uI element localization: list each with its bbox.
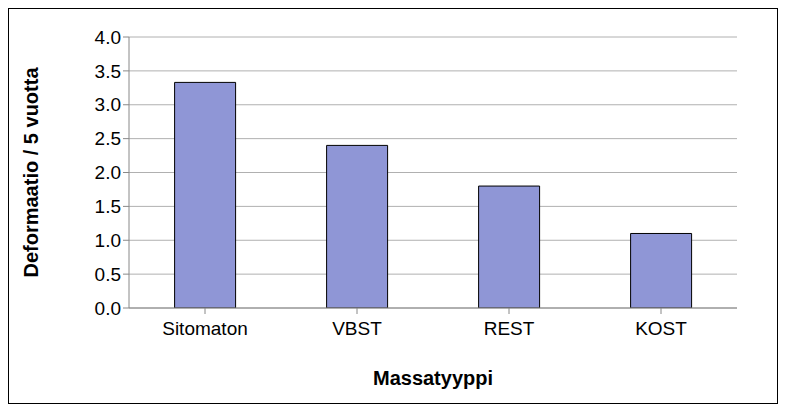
svg-text:KOST: KOST xyxy=(635,318,687,339)
svg-text:2.0: 2.0 xyxy=(95,162,121,183)
svg-text:3.0: 3.0 xyxy=(95,94,121,115)
svg-text:2.5: 2.5 xyxy=(95,128,121,149)
svg-text:Deformaatio / 5 vuotta: Deformaatio / 5 vuotta xyxy=(20,67,42,278)
svg-text:Sitomaton: Sitomaton xyxy=(162,318,248,339)
svg-text:VBST: VBST xyxy=(332,318,382,339)
svg-text:3.5: 3.5 xyxy=(95,61,121,82)
svg-text:1.5: 1.5 xyxy=(95,196,121,217)
svg-text:4.0: 4.0 xyxy=(95,27,121,48)
svg-text:1.0: 1.0 xyxy=(95,230,121,251)
svg-text:0.0: 0.0 xyxy=(95,298,121,319)
svg-text:REST: REST xyxy=(484,318,535,339)
svg-text:Massatyyppi: Massatyyppi xyxy=(373,367,493,389)
svg-text:0.5: 0.5 xyxy=(95,264,121,285)
